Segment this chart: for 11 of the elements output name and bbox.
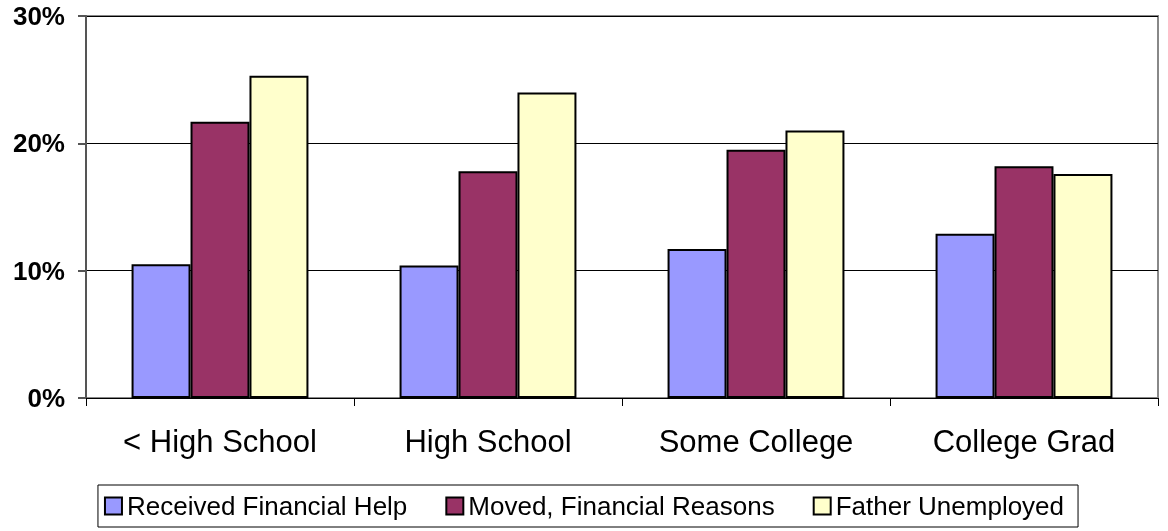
legend-label: Received Financial Help	[126, 491, 408, 521]
y-tick-label: 20%	[12, 128, 65, 159]
x-tick-label: Some College	[658, 424, 854, 459]
legend-label: Moved, Financial Reasons	[468, 491, 775, 521]
y-tick-label: 30%	[12, 1, 65, 31]
legend-label: Father Unemployed	[835, 491, 1065, 521]
x-tick-label: College Grad	[932, 424, 1116, 459]
y-tick-label: 0%	[27, 383, 65, 413]
x-tick-label: < High School	[123, 424, 317, 459]
x-tick-label: High School	[404, 424, 572, 459]
y-tick-label: 10%	[12, 255, 65, 286]
